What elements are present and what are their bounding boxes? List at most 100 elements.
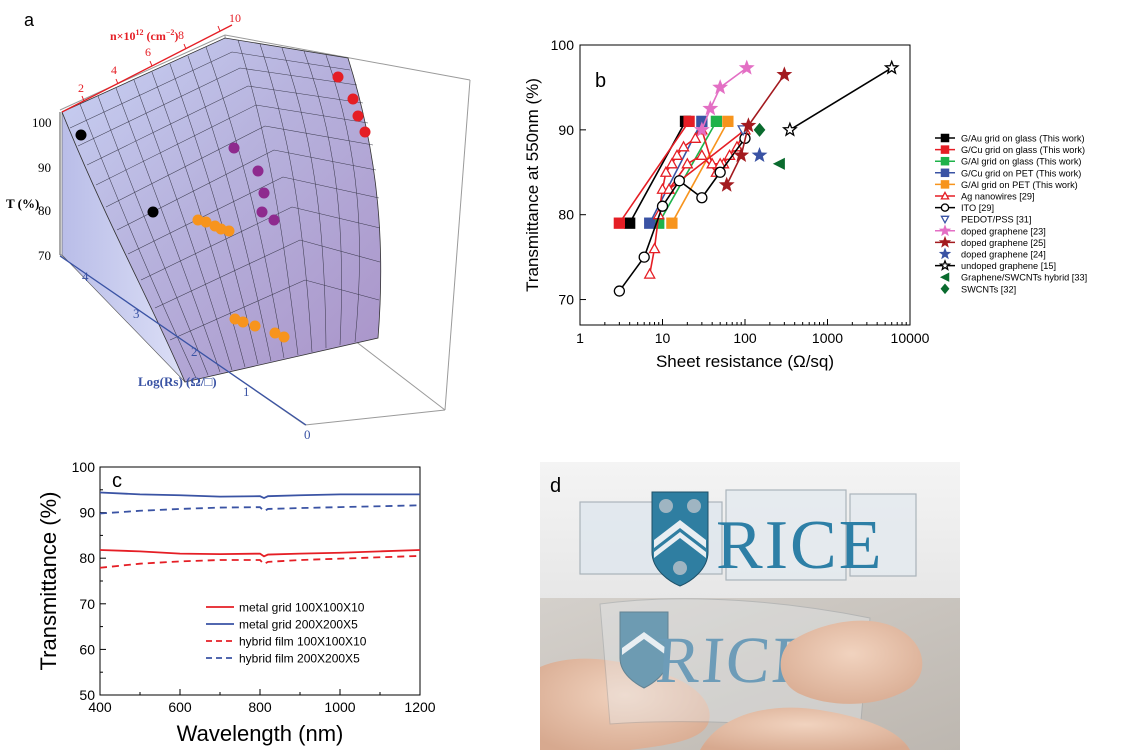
x-tick-label: 1200 <box>404 699 435 715</box>
data-point <box>693 121 710 137</box>
legend-label: undoped graphene [15] <box>961 261 1056 271</box>
y-tick-label: 1 <box>243 384 250 399</box>
y-tick-label: 3 <box>133 306 140 321</box>
data-point <box>710 115 723 128</box>
legend-marker <box>938 259 952 271</box>
z-axis-title: T (%) <box>6 196 39 211</box>
data-point <box>883 59 900 75</box>
series-group <box>772 157 785 170</box>
data-point <box>662 182 676 194</box>
panel-a-points <box>75 71 371 343</box>
data-point <box>772 157 785 170</box>
y-tick-label: 0 <box>304 427 311 442</box>
legend-label: PEDOT/PSS [31] <box>961 215 1031 225</box>
legend-label: G/Au grid on glass (This work) <box>961 134 1085 144</box>
thumb <box>540 658 710 750</box>
y-tick-label: 100 <box>72 459 96 475</box>
y-tick-label: 90 <box>558 122 574 138</box>
data-point <box>648 242 661 254</box>
red-point <box>332 71 344 83</box>
data-point <box>659 165 673 177</box>
y-tick-label: 90 <box>79 505 95 521</box>
red-point <box>352 110 364 122</box>
series-line <box>789 67 893 131</box>
z-tick-label: 100 <box>32 115 52 130</box>
legend-label: ITO [29] <box>961 203 994 213</box>
x-axis-title: Sheet resistance (Ω/sq) <box>656 352 834 371</box>
x-tick-label: 8 <box>178 28 184 42</box>
series-group <box>751 146 768 163</box>
data-point <box>683 115 695 128</box>
data-point <box>712 79 729 95</box>
legend-label: SWCNTs [32] <box>961 284 1016 294</box>
x-tick-label: 1 <box>576 330 584 346</box>
z-tick-label: 70 <box>38 248 51 263</box>
legend-label: doped graphene [25] <box>961 238 1046 248</box>
x-tick-label: 1000 <box>812 330 843 346</box>
y-axis-title: Transmittance (%) <box>36 492 61 671</box>
data-point <box>696 192 708 204</box>
x-tick-label: 800 <box>248 699 272 715</box>
purple-point <box>258 187 270 199</box>
finger-bottom <box>700 707 910 750</box>
legend-marker <box>940 203 950 212</box>
data-point <box>733 146 750 163</box>
data-point <box>677 140 690 152</box>
data-point <box>751 146 768 163</box>
legend-marker <box>940 215 950 225</box>
y-tick-label: 60 <box>79 641 95 657</box>
data-point <box>681 157 694 169</box>
panel-b-chart: 1 10 100 1000 10000 70 80 90 100 Sheet resistance… <box>523 37 1087 371</box>
data-point <box>738 59 755 75</box>
data-point <box>714 166 726 178</box>
y-tick-label: 70 <box>79 596 95 612</box>
legend-label: metal grid 100X100X10 <box>239 601 365 615</box>
rice-shield-logo-bottom <box>619 611 669 689</box>
series-group <box>666 115 734 229</box>
purple-point <box>228 142 240 154</box>
x-tick-label: 2 <box>78 81 84 95</box>
x-tick-label: 4 <box>111 63 117 77</box>
y-tick-label: 80 <box>558 207 574 223</box>
legend-marker <box>940 283 950 295</box>
series-group <box>718 66 793 192</box>
red-point <box>347 93 359 105</box>
data-point <box>643 267 656 279</box>
x-tick-label: 100 <box>733 330 757 346</box>
y-tick-label: 2 <box>191 344 198 359</box>
x-tick-label: 600 <box>168 699 192 715</box>
red-point <box>359 126 371 138</box>
data-point <box>781 121 798 137</box>
data-point <box>665 157 679 169</box>
data-point <box>644 217 656 229</box>
legend-label: Ag nanowires [29] <box>961 192 1035 202</box>
series-line <box>99 549 421 558</box>
data-point <box>624 217 636 229</box>
legend-label: G/Cu grid on glass (This work) <box>961 145 1085 155</box>
purple-point <box>252 165 264 177</box>
data-point <box>702 100 719 116</box>
y-axis-title: Log(Rs) (Ω/□) <box>138 374 217 389</box>
series-line <box>701 67 748 131</box>
x-axis-red <box>61 24 233 113</box>
y-axis-blue <box>59 255 307 426</box>
legend-label: hybrid film 100X100X10 <box>239 635 367 649</box>
data-point <box>753 122 766 137</box>
orange-point <box>269 327 281 339</box>
data-point <box>666 217 678 229</box>
series-line <box>725 74 786 186</box>
legend-label: doped graphene [24] <box>961 250 1046 260</box>
x-tick-label: 10000 <box>891 330 930 346</box>
x-tick-label: 10 <box>655 330 671 346</box>
series-line <box>99 504 421 515</box>
legend-marker <box>940 145 950 154</box>
finger-right <box>780 620 923 704</box>
legend-label: G/Al grid on glass (This work) <box>961 157 1082 167</box>
panel-a-3d-plot: 2 4 6 8 10 n×1012 (cm−2) 100 90 80 70 T (… <box>6 10 471 442</box>
data-point <box>695 148 708 160</box>
legend-marker <box>938 247 952 260</box>
panel-label-b: b <box>595 70 606 92</box>
legend-label: doped graphene [23] <box>961 226 1046 236</box>
y-tick-label: 70 <box>558 292 574 308</box>
legend-marker <box>938 235 952 248</box>
